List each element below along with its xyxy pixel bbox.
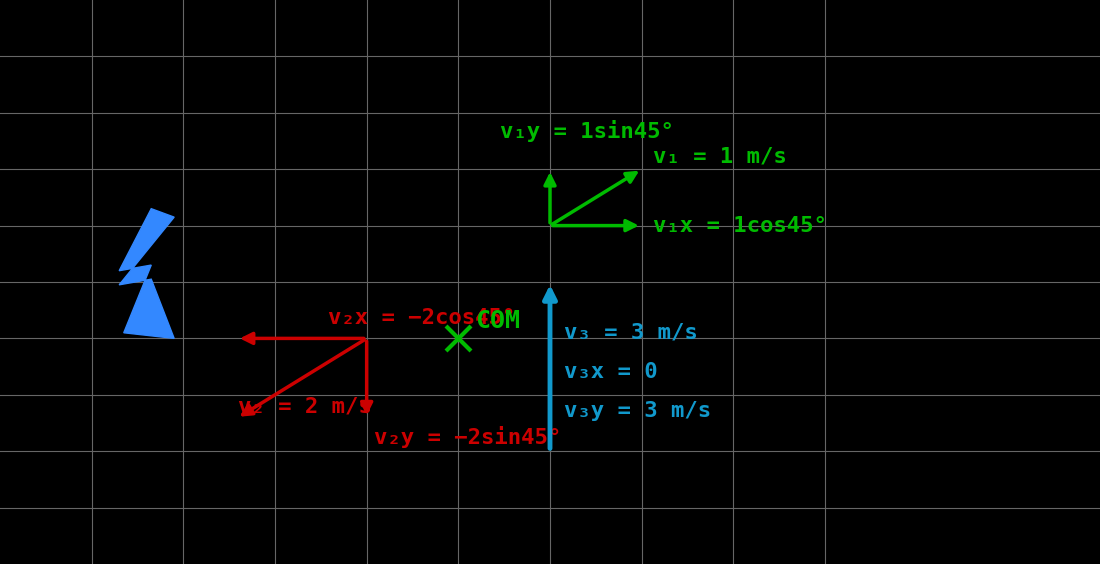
Text: v₁y = 1sin45°: v₁y = 1sin45°	[499, 120, 673, 142]
Text: v₂x = −2cos45°: v₂x = −2cos45°	[328, 309, 515, 328]
Text: v₃ = 3 m/s: v₃ = 3 m/s	[563, 323, 697, 342]
Text: v₁x = 1cos45°: v₁x = 1cos45°	[652, 217, 826, 236]
Text: COM: COM	[475, 309, 520, 333]
Text: v₃y = 3 m/s: v₃y = 3 m/s	[563, 402, 711, 421]
Polygon shape	[119, 209, 174, 338]
Text: v₂y = −2sin45°: v₂y = −2sin45°	[374, 425, 561, 447]
Text: v₃x = 0: v₃x = 0	[563, 362, 658, 382]
Text: v₁ = 1 m/s: v₁ = 1 m/s	[652, 147, 786, 166]
Text: v₂ = 2 m/s: v₂ = 2 m/s	[239, 396, 372, 416]
